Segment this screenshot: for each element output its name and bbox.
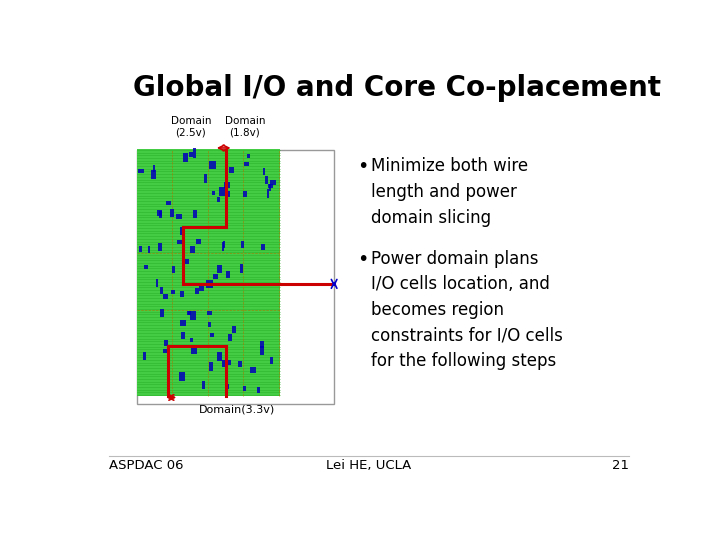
Bar <box>263 167 265 175</box>
Bar <box>137 150 280 396</box>
Bar <box>181 332 185 339</box>
Bar <box>171 290 176 294</box>
Bar <box>158 242 162 251</box>
Bar <box>270 357 274 364</box>
Bar <box>164 340 168 346</box>
Bar <box>240 264 243 273</box>
Bar <box>260 346 264 355</box>
Bar <box>222 242 224 251</box>
Text: •: • <box>357 157 369 176</box>
Bar <box>217 266 222 273</box>
Bar <box>156 279 158 287</box>
Bar <box>143 352 145 360</box>
Bar <box>204 174 207 183</box>
Bar <box>186 310 189 315</box>
Bar <box>202 381 204 389</box>
Bar <box>192 346 197 354</box>
Bar <box>207 322 211 327</box>
Bar <box>269 184 271 191</box>
Bar <box>176 240 181 244</box>
Bar <box>228 334 232 341</box>
Bar <box>225 271 230 278</box>
Bar <box>247 154 250 158</box>
Bar <box>260 341 264 348</box>
Bar <box>251 367 256 373</box>
Bar <box>160 309 163 317</box>
Bar <box>238 361 242 367</box>
Bar <box>207 310 212 315</box>
Bar <box>268 184 273 188</box>
Text: Power domain plans
I/O cells location, and
becomes region
constraints for I/O ce: Power domain plans I/O cells location, a… <box>372 249 563 370</box>
Bar <box>176 213 181 219</box>
Bar <box>270 180 276 185</box>
Bar <box>180 292 184 297</box>
Bar <box>193 211 197 218</box>
Text: Domain(3.3v): Domain(3.3v) <box>199 405 275 415</box>
Bar <box>189 152 193 158</box>
Text: ASPDAC 06: ASPDAC 06 <box>109 458 184 472</box>
Bar <box>222 360 226 367</box>
Text: Minimize both wire
length and power
domain slicing: Minimize both wire length and power doma… <box>372 157 528 227</box>
Bar <box>196 239 201 244</box>
Bar <box>195 288 199 294</box>
Bar <box>190 311 196 320</box>
Bar <box>151 170 156 179</box>
Bar <box>166 201 171 205</box>
Text: Lei HE, UCLA: Lei HE, UCLA <box>326 458 412 472</box>
Bar <box>225 384 229 389</box>
Bar <box>139 246 142 252</box>
Text: Domain
(2.5v): Domain (2.5v) <box>171 116 211 138</box>
Bar <box>153 165 156 172</box>
Bar <box>266 176 268 184</box>
Bar <box>189 338 193 342</box>
Bar <box>179 372 185 381</box>
Bar <box>244 161 249 166</box>
Bar <box>137 150 334 403</box>
Bar <box>193 148 196 158</box>
Bar <box>180 320 186 326</box>
Bar <box>243 386 246 391</box>
Text: •: • <box>357 249 369 268</box>
Bar <box>257 387 260 393</box>
Bar <box>207 280 212 288</box>
Bar <box>243 191 247 197</box>
Bar <box>180 227 184 235</box>
Bar <box>199 286 204 291</box>
Bar <box>138 170 144 173</box>
Bar <box>210 161 215 168</box>
Text: Global I/O and Core Co-placement: Global I/O and Core Co-placement <box>132 74 661 102</box>
Bar <box>232 326 236 333</box>
Bar <box>261 244 265 250</box>
Bar <box>210 333 214 338</box>
Bar <box>266 189 269 198</box>
Bar <box>163 294 168 299</box>
Bar <box>225 191 230 197</box>
Bar <box>190 246 194 253</box>
Text: Domain
(1.8v): Domain (1.8v) <box>225 116 265 138</box>
Bar <box>188 310 191 315</box>
Bar <box>145 265 148 269</box>
Bar <box>170 209 174 217</box>
Bar <box>160 287 163 294</box>
Text: 21: 21 <box>611 458 629 472</box>
Bar <box>222 241 225 247</box>
Bar <box>217 352 222 361</box>
Bar <box>172 266 175 273</box>
Bar <box>241 241 244 248</box>
Bar <box>212 191 215 195</box>
Bar <box>184 259 189 265</box>
Bar <box>158 211 162 218</box>
Bar <box>219 187 225 196</box>
Bar <box>212 274 218 279</box>
Bar <box>217 197 220 202</box>
Bar <box>183 153 188 161</box>
Bar <box>230 167 234 173</box>
Bar <box>157 211 162 216</box>
Bar <box>226 360 230 365</box>
Bar <box>209 362 213 371</box>
Bar <box>163 349 169 353</box>
Bar <box>224 182 230 188</box>
Bar <box>148 246 150 253</box>
